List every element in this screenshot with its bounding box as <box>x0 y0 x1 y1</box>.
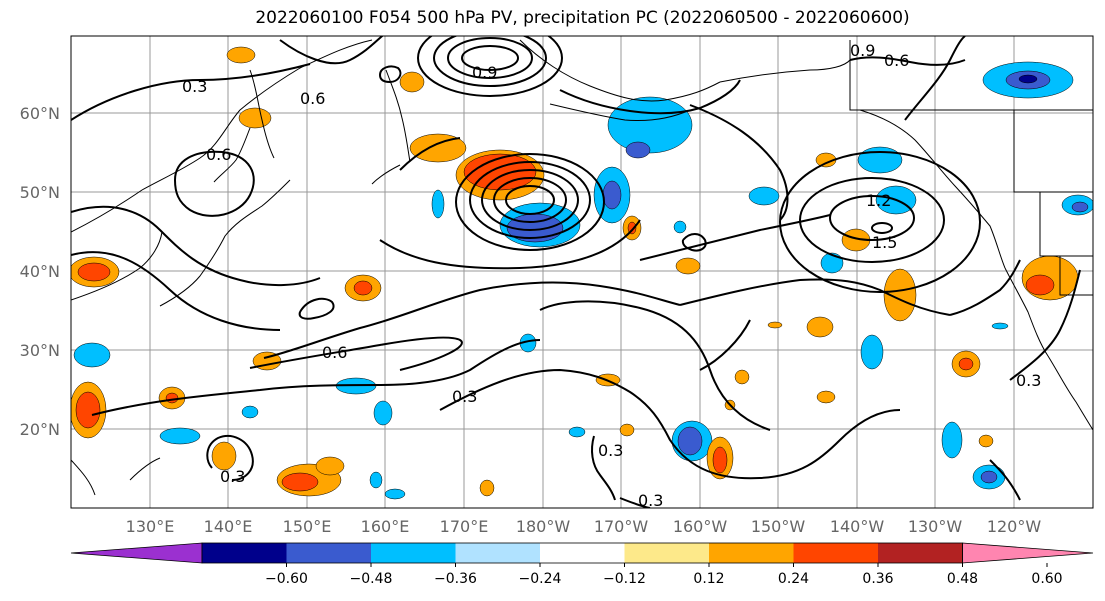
colorbar-tick-label: 0.60 <box>1031 571 1062 587</box>
colorbar-segment <box>202 543 287 563</box>
colorbar-tick-label: 0.24 <box>778 571 809 587</box>
contour-label: 0.3 <box>638 491 663 510</box>
colorbar-extend-high <box>962 542 1094 564</box>
colorbar-segment <box>286 543 371 563</box>
contour-label: 0.6 <box>300 89 325 108</box>
colorbar-tick-label: 0.12 <box>693 571 724 587</box>
lon-tick-label: 180°W <box>516 517 571 536</box>
lat-tick-label: 20°N <box>20 420 60 439</box>
lon-tick-label: 160°E <box>361 517 410 536</box>
contour-label: 0.3 <box>598 441 623 460</box>
map-frame <box>70 35 1094 509</box>
colorbar-tick-label: 0.48 <box>947 571 978 587</box>
lon-tick-label: 140°W <box>830 517 885 536</box>
colorbar-tick-label: −0.36 <box>434 571 477 587</box>
lon-tick-label: 140°E <box>204 517 253 536</box>
contour-label: 0.6 <box>884 51 909 70</box>
contour-label: 0.3 <box>220 467 245 486</box>
map-background <box>71 36 1093 508</box>
colorbar-outline <box>201 542 963 564</box>
colorbar-tick-label: 0.36 <box>862 571 893 587</box>
lat-tick-label: 50°N <box>20 183 60 202</box>
lon-tick-label: 170°E <box>440 517 489 536</box>
colorbar-tick-label: −0.60 <box>265 571 308 587</box>
contour-label: 1.5 <box>872 233 897 252</box>
colorbar-tick-label: −0.48 <box>350 571 393 587</box>
pv-contours <box>71 36 1081 508</box>
colorbar-segment <box>455 543 540 563</box>
lon-tick-label: 150°W <box>751 517 806 536</box>
lat-tick-label: 60°N <box>20 104 60 123</box>
colorbar-segment <box>624 543 709 563</box>
lat-tick-label: 30°N <box>20 341 60 360</box>
lat-tick-label: 40°N <box>20 262 60 281</box>
contour-label-group: 0.3 0.6 0.9 1.2 1.5 0.6 0.3 0.9 0.6 0.3 … <box>182 41 1041 510</box>
map-title: 2022060100 F054 500 hPa PV, precipitatio… <box>255 8 910 28</box>
lon-tick-label: 150°E <box>283 517 332 536</box>
lon-tick-label: 130°W <box>908 517 963 536</box>
contour-label: 0.9 <box>850 41 875 60</box>
contour-label: 0.6 <box>322 343 347 362</box>
colorbar-segment <box>793 543 878 563</box>
colorbar-extend-low <box>70 542 203 564</box>
colorbar-tick-label: −0.12 <box>603 571 646 587</box>
colorbar-segment <box>371 543 456 563</box>
colorbar: −0.60 −0.48 −0.36 −0.24 −0.12 0.12 0.24 0.36 0.4… <box>70 542 1094 587</box>
contour-label: 0.6 <box>206 145 231 164</box>
lon-tick-label: 130°E <box>126 517 175 536</box>
map-panel: 0.3 0.6 0.9 1.2 1.5 0.6 0.3 0.9 0.6 0.3 … <box>70 35 1094 510</box>
colorbar-segment <box>878 543 963 563</box>
contour-label: 0.3 <box>452 387 477 406</box>
lon-axis: 130°E 140°E 150°E 160°E 170°E 180°W 170°… <box>126 517 1042 536</box>
contour-label: 0.9 <box>472 63 497 82</box>
lat-axis: 60°N 50°N 40°N 30°N 20°N <box>20 104 60 439</box>
lon-tick-label: 120°W <box>987 517 1042 536</box>
lon-tick-label: 170°W <box>594 517 649 536</box>
colorbar-segment <box>709 543 794 563</box>
colorbar-tick-label: −0.24 <box>519 571 562 587</box>
contour-label: 0.3 <box>1016 371 1041 390</box>
lon-tick-label: 160°W <box>673 517 728 536</box>
contour-label: 1.2 <box>866 191 891 210</box>
contour-label: 0.3 <box>182 77 207 96</box>
colorbar-segment <box>540 543 625 563</box>
